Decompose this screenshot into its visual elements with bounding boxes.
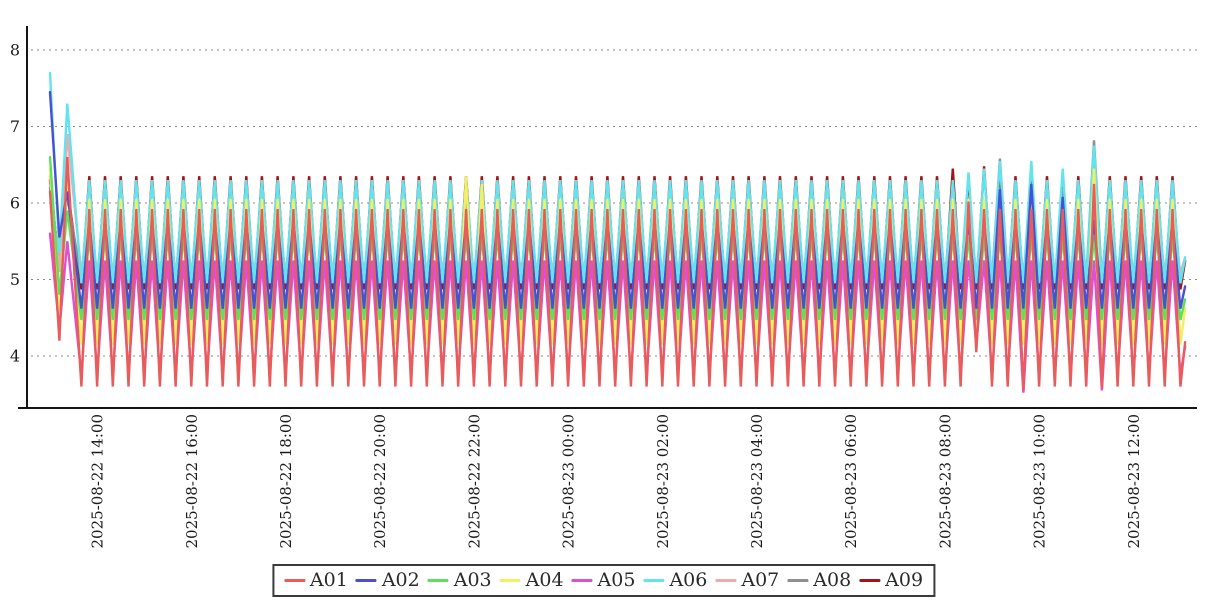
legend-swatch-icon: [499, 578, 521, 582]
legend-swatch-icon: [427, 578, 449, 582]
legend-item-a01[interactable]: A01: [278, 568, 348, 591]
legend-label: A06: [669, 568, 708, 591]
legend-item-a06[interactable]: A06: [637, 568, 708, 591]
y-tick-label: 5: [10, 270, 20, 289]
legend-swatch-icon: [859, 578, 881, 582]
y-tick-label: 4: [10, 347, 20, 366]
series-line-a01[interactable]: [48, 157, 1187, 391]
series-line-a05[interactable]: [48, 232, 1187, 393]
legend-item-a07[interactable]: A07: [709, 568, 780, 591]
legend-label: A09: [885, 568, 924, 591]
legend-swatch-icon: [715, 578, 737, 582]
x-tick-label: 2025-08-23 12:00: [1125, 414, 1143, 548]
y-tick-label: 6: [10, 194, 20, 213]
legend-label: A08: [813, 568, 852, 591]
legend-swatch-icon: [571, 578, 593, 582]
y-tick-label: 8: [10, 41, 20, 60]
x-tick-label: 2025-08-23 10:00: [1031, 414, 1049, 548]
legend-item-a05[interactable]: A05: [566, 568, 636, 591]
x-tick-label: 2025-08-22 14:00: [89, 414, 107, 548]
legend-label: A05: [597, 568, 636, 591]
legend-item-a09[interactable]: A09: [853, 568, 924, 591]
legend-swatch-icon: [643, 578, 665, 582]
legend-item-a08[interactable]: A08: [781, 568, 852, 591]
legend-item-a04[interactable]: A04: [494, 568, 564, 591]
legend-swatch-icon: [787, 578, 809, 582]
x-tick-label: 2025-08-23 02:00: [654, 414, 672, 548]
x-tick-label: 2025-08-22 20:00: [371, 414, 389, 548]
legend-label: A03: [453, 568, 492, 591]
y-tick-label: 7: [10, 117, 20, 136]
x-tick-label: 2025-08-23 08:00: [936, 414, 954, 548]
chart-legend: A01 A02 A03 A04 A05 A06 A07 A08 A09: [271, 564, 936, 597]
x-tick-label: 2025-08-23 04:00: [748, 414, 766, 548]
x-tick-label: 2025-08-22 16:00: [183, 414, 201, 548]
x-tick-label: 2025-08-23 00:00: [560, 414, 578, 548]
x-tick-label: 2025-08-22 18:00: [277, 414, 295, 548]
legend-swatch-icon: [355, 578, 377, 582]
legend-label: A04: [525, 568, 564, 591]
x-tick-label: 2025-08-23 06:00: [842, 414, 860, 548]
legend-label: A07: [741, 568, 780, 591]
legend-item-a02[interactable]: A02: [350, 568, 420, 591]
legend-swatch-icon: [283, 578, 305, 582]
x-tick-label: 2025-08-22 22:00: [465, 414, 483, 548]
legend-item-a03[interactable]: A03: [422, 568, 492, 591]
legend-label: A02: [381, 568, 420, 591]
plot-area: 8 7 6 5 4 2025-08-22 14:00 2025-08-22 16:00 202…: [10, 26, 1197, 548]
legend-label: A01: [309, 568, 348, 591]
series-line-a06[interactable]: [48, 71, 1187, 284]
series-line-a03[interactable]: [48, 155, 1187, 321]
